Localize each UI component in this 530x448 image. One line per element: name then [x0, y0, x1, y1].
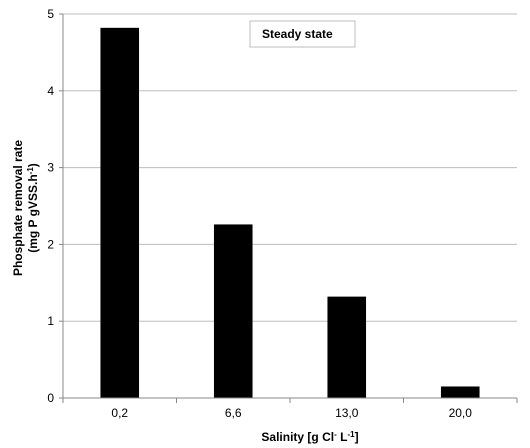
y-tick-labels: 0 1 2 3 4 5	[47, 7, 63, 405]
bars	[100, 27, 480, 398]
x-tick-label: 6,6	[225, 406, 242, 420]
y-tick-label: 1	[47, 314, 54, 328]
bar-6-6	[213, 224, 253, 398]
y-tick-label: 4	[47, 84, 54, 98]
y-tick-label: 5	[47, 7, 54, 21]
bar-0-2	[100, 27, 140, 398]
x-tick-labels: 0,2 6,6 13,0 20,0	[62, 398, 518, 420]
y-tick-label: 3	[47, 161, 54, 175]
x-tick-label: 13,0	[335, 406, 359, 420]
bar-20-0	[440, 386, 480, 398]
y-tick-label: 2	[47, 237, 54, 251]
bar-13-0	[327, 296, 367, 398]
x-axis-title: Salinity [g Cl- L-1]	[261, 430, 358, 445]
title-box: Steady state	[249, 20, 356, 48]
y-axis-title: Phosphate removal rate (mg P gVSS.h-1)	[11, 140, 40, 276]
y-axis-title-line1: Phosphate removal rate	[11, 140, 25, 276]
y-tick-label: 0	[47, 391, 54, 405]
x-tick-label: 0,2	[111, 406, 128, 420]
x-tick-label: 20,0	[449, 406, 473, 420]
y-axis-title-line2: (mg P gVSS.h-1)	[26, 163, 41, 253]
chart-title: Steady state	[262, 27, 333, 41]
